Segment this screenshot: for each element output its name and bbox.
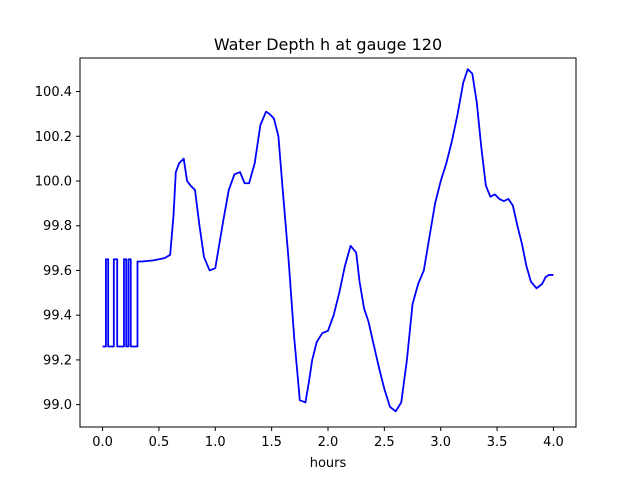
x-tick-label: 0.0 bbox=[92, 435, 113, 450]
x-tick-label: 3.5 bbox=[487, 435, 508, 450]
x-tick-label: 4.0 bbox=[543, 435, 564, 450]
series-line bbox=[102, 68, 554, 413]
x-tick-label: 1.0 bbox=[205, 435, 226, 450]
chart-title: Water Depth h at gauge 120 bbox=[214, 35, 442, 54]
plot-frame bbox=[79, 57, 577, 428]
plot-area bbox=[102, 68, 554, 413]
x-axis-ticks: 0.0 0.5 1.0 1.5 2.0 2.5 3.0 3.5 4.0 bbox=[92, 427, 564, 450]
x-tick-label: 1.5 bbox=[261, 435, 282, 450]
x-tick-label: 2.5 bbox=[374, 435, 395, 450]
y-tick-label: 99.4 bbox=[43, 309, 72, 324]
y-tick-label: 100.2 bbox=[35, 130, 72, 145]
y-tick-label: 99.0 bbox=[43, 398, 72, 413]
y-tick-label: 100.4 bbox=[35, 85, 72, 100]
y-tick-label: 99.6 bbox=[43, 264, 72, 279]
x-axis-label: hours bbox=[310, 456, 347, 471]
y-tick-label: 100.0 bbox=[35, 175, 72, 190]
x-tick-label: 0.5 bbox=[149, 435, 170, 450]
y-tick-label: 99.2 bbox=[43, 353, 72, 368]
x-tick-label: 2.0 bbox=[318, 435, 339, 450]
y-axis-ticks: 99.0 99.2 99.4 99.6 99.8 100.0 100.2 100.4 bbox=[35, 85, 80, 413]
y-tick-label: 99.8 bbox=[43, 219, 72, 234]
x-tick-label: 3.0 bbox=[430, 435, 451, 450]
